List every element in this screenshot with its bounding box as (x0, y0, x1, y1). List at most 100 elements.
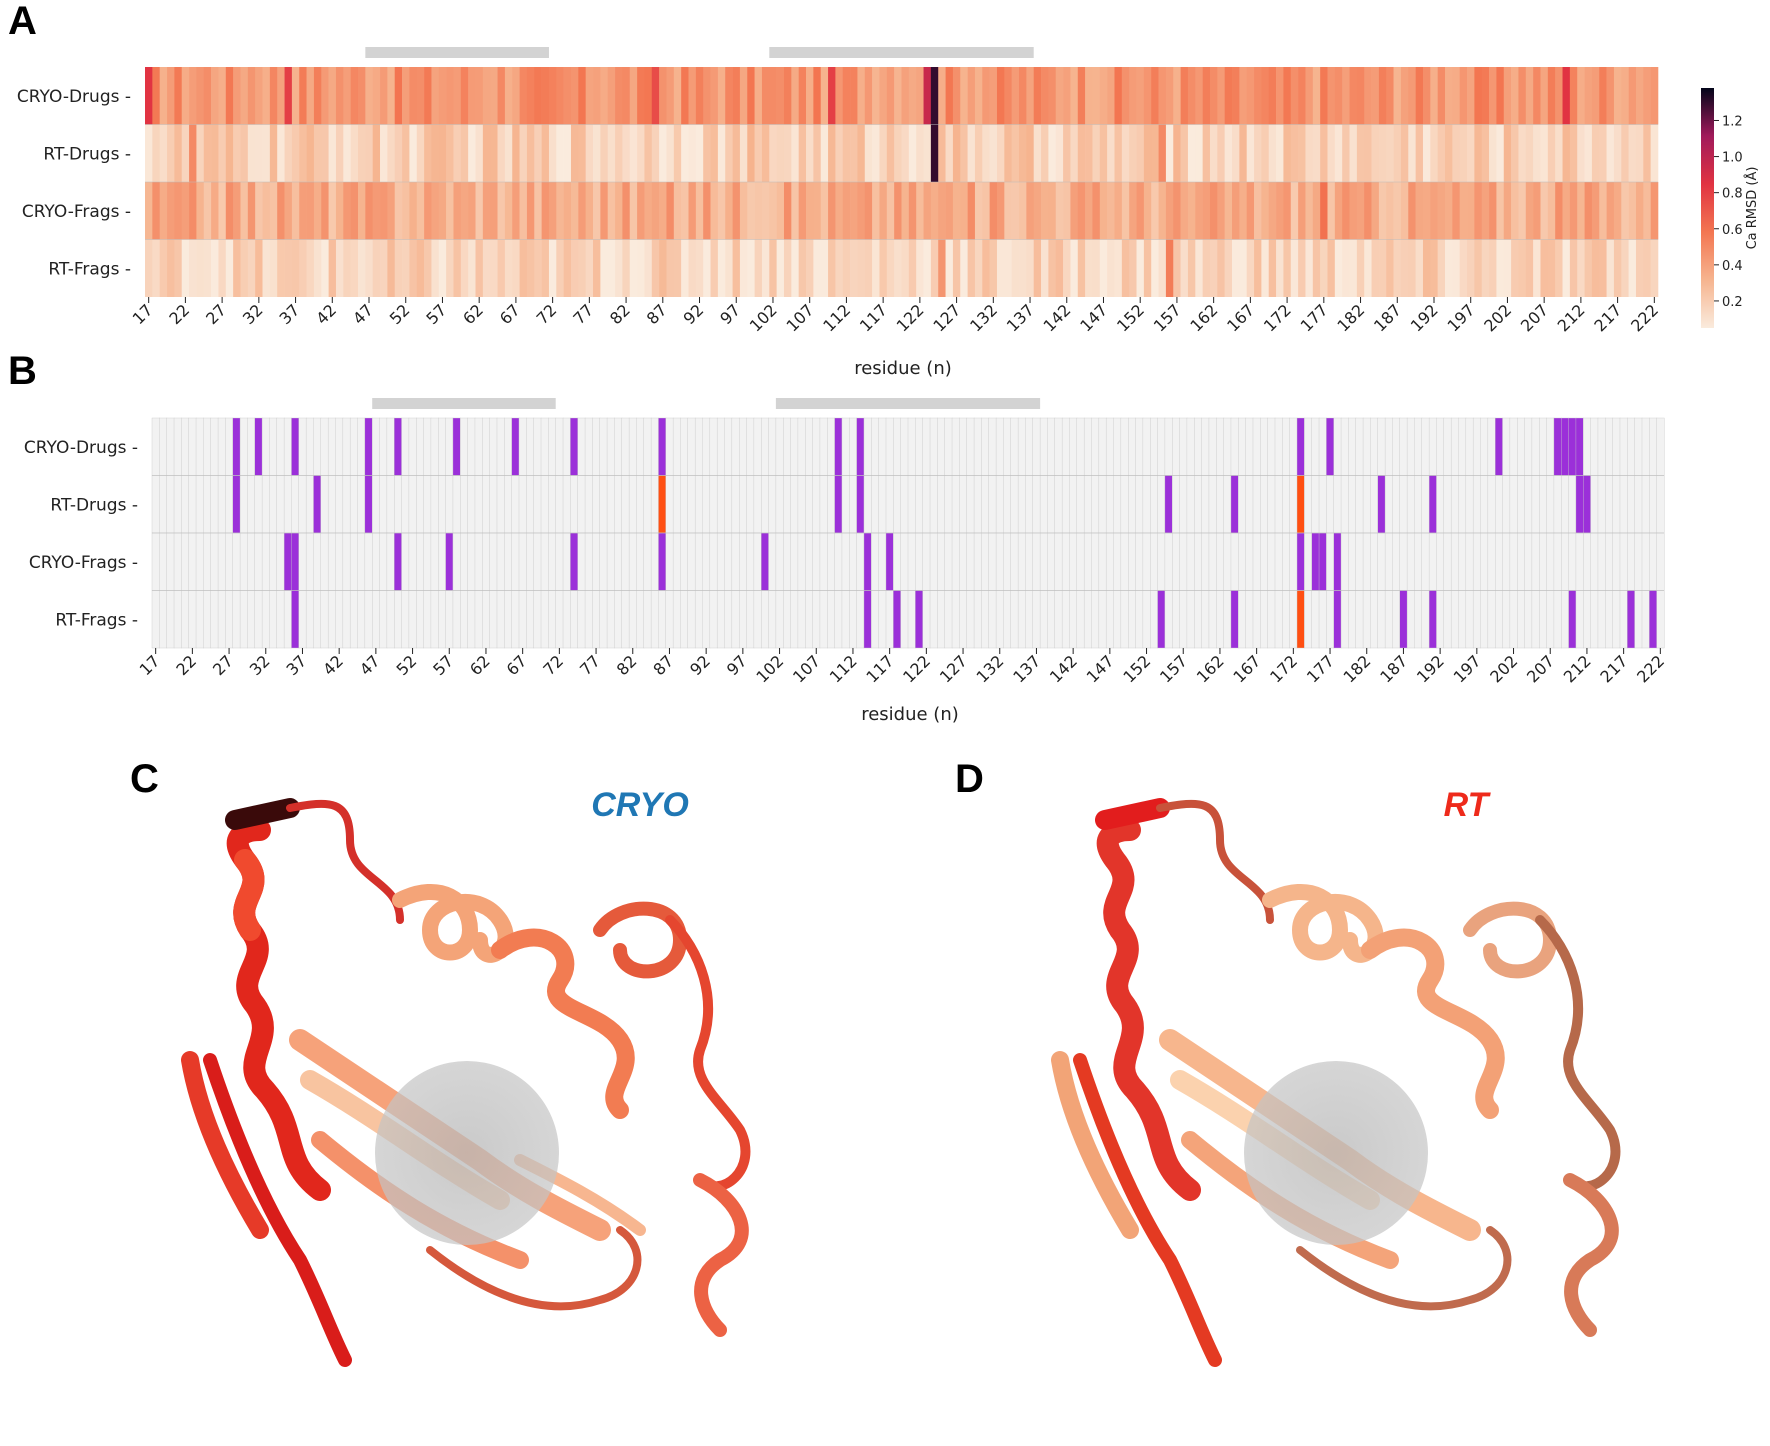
heatmap-cell (313, 475, 322, 534)
heatmap-cell (1327, 124, 1336, 182)
heatmap-cell (401, 590, 410, 649)
heatmap-cell (145, 124, 153, 182)
heatmap-cell (371, 417, 381, 476)
heatmap-cell (863, 532, 872, 591)
x-tick-label: 152 (1113, 300, 1148, 335)
heatmap-cell (371, 532, 381, 591)
heatmap-cell (863, 590, 872, 649)
heatmap-cell (386, 475, 395, 534)
heatmap-cell (1371, 124, 1380, 182)
x-tick-label: 177 (1303, 651, 1338, 686)
heatmap-cell (1393, 182, 1402, 240)
heatmap-cell (937, 532, 946, 591)
heatmap-cell (342, 475, 351, 534)
heatmap-cell (1224, 67, 1233, 125)
heatmap-cell (1158, 182, 1167, 240)
heatmap-cell (276, 590, 285, 649)
heatmap-cell (416, 532, 425, 591)
heatmap-cell (1575, 532, 1584, 591)
heatmap-cell (327, 475, 336, 534)
heatmap-cell (166, 590, 175, 649)
heatmap-cell (247, 124, 256, 182)
heatmap-cell (1216, 417, 1225, 476)
heatmap-cell (496, 417, 505, 476)
heatmap-cell (938, 182, 946, 240)
heatmap-cell (233, 124, 241, 182)
heatmap-cell (1656, 475, 1665, 534)
heatmap-cell (1502, 417, 1511, 476)
heatmap-cell (790, 417, 799, 476)
heatmap-cell (1384, 532, 1393, 591)
highlight-bar (769, 47, 1034, 58)
heatmap-cell (886, 239, 895, 297)
heatmap-cell (152, 124, 160, 182)
heatmap-cell (328, 67, 337, 125)
heatmap-cell (526, 590, 535, 649)
heatmap-cell (335, 182, 344, 240)
heatmap-cell (1458, 532, 1467, 591)
heatmap-cell (1069, 475, 1078, 534)
heatmap-cell (372, 239, 381, 297)
heatmap-cell (1378, 67, 1387, 125)
heatmap-cell (173, 475, 182, 534)
heatmap-cell (430, 590, 439, 649)
heatmap-cell (1195, 239, 1203, 297)
heatmap-cell (951, 475, 960, 534)
heatmap-cell (350, 239, 359, 297)
heatmap-cell (753, 532, 762, 591)
heatmap-cell (982, 67, 990, 125)
heatmap-cell (504, 182, 513, 240)
heatmap-cell (239, 590, 248, 649)
heatmap-cell (1127, 475, 1137, 534)
x-tick-label: 137 (1009, 651, 1044, 686)
heatmap-cell (570, 590, 579, 649)
heatmap-cell (703, 124, 711, 182)
heatmap-cell (827, 475, 836, 534)
heatmap-cell (1474, 124, 1483, 182)
heatmap-cell (1489, 67, 1497, 125)
heatmap-cell (152, 239, 160, 297)
heatmap-cell (1430, 124, 1438, 182)
heatmap-cell (828, 182, 836, 240)
heatmap-cell (218, 124, 227, 182)
heatmap-cell (614, 532, 623, 591)
heatmap-cell (643, 590, 652, 649)
heatmap-cell (959, 532, 968, 591)
heatmap-cell (277, 239, 285, 297)
heatmap-cell (1561, 532, 1570, 591)
heatmap-cell (995, 590, 1004, 649)
heatmap-cell (1472, 417, 1482, 476)
heatmap-cell (1305, 182, 1314, 240)
heatmap-cell (1098, 590, 1107, 649)
heatmap-cell (746, 417, 755, 476)
x-tick-label: 132 (973, 651, 1008, 686)
heatmap-cell (798, 67, 807, 125)
heatmap-cell (1355, 475, 1364, 534)
heatmap-cell (791, 239, 799, 297)
heatmap-cell (695, 67, 704, 125)
heatmap-cell (687, 590, 696, 649)
heatmap-cell (761, 124, 770, 182)
heatmap-cell (424, 124, 432, 182)
heatmap-cell (629, 124, 638, 182)
heatmap-cell (849, 417, 858, 476)
heatmap-cell (474, 590, 483, 649)
heatmap-cell (1127, 417, 1137, 476)
heatmap-cell (306, 182, 315, 240)
heatmap-cell (702, 532, 711, 591)
heatmap-cell (299, 67, 307, 125)
heatmap-cell (526, 475, 535, 534)
heatmap-cell (783, 475, 792, 534)
heatmap-cell (725, 182, 733, 240)
heatmap-cell (1048, 67, 1057, 125)
heatmap-cell (916, 67, 924, 125)
heatmap-cell (1621, 182, 1629, 240)
heatmap-cell (644, 239, 653, 297)
heatmap-cell (724, 532, 733, 591)
heatmap-cell (1547, 124, 1556, 182)
heatmap-cell (1348, 475, 1357, 534)
heatmap-cell (1356, 67, 1365, 125)
heatmap-cell (298, 590, 307, 649)
heatmap-cell (1261, 124, 1270, 182)
